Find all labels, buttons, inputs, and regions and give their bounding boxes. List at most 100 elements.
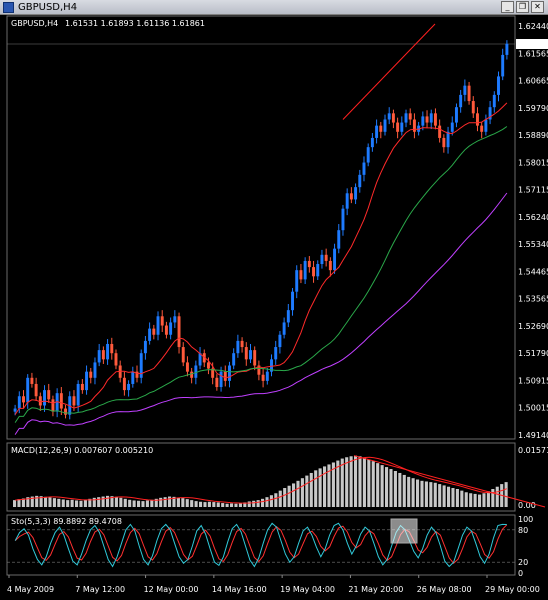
macd-histogram-bar (221, 503, 225, 507)
candle-body (471, 101, 475, 114)
candle-body (299, 270, 303, 280)
macd-panel-frame (6, 442, 516, 512)
candle-body (101, 350, 105, 360)
candle-body (38, 396, 42, 406)
macd-histogram-bar (17, 499, 21, 507)
macd-histogram-bar (274, 493, 278, 507)
macd-histogram-bar (92, 497, 96, 507)
candle-body (354, 187, 358, 200)
close-button[interactable]: ✕ (531, 1, 544, 13)
macd-histogram-bar (367, 459, 371, 507)
macd-histogram-bar (128, 499, 132, 507)
candle-body (379, 125, 383, 132)
price-tick-label: 1.58015 (518, 158, 548, 167)
macd-histogram-bar (110, 496, 114, 507)
macd-histogram-bar (234, 503, 238, 507)
price-tick-label: 1.50915 (518, 376, 548, 385)
ma-fast-line (14, 102, 508, 415)
candle-body (362, 162, 366, 175)
candle-body (484, 119, 488, 132)
macd-histogram-bar (314, 470, 318, 507)
candle-body (383, 119, 387, 132)
macd-histogram-bar (79, 500, 83, 507)
chart-area[interactable]: 1.62440 1.61565 1.60665 1.59790 1.58890 1.580… (0, 15, 548, 600)
candle-body (408, 113, 412, 120)
macd-histogram-bar (486, 491, 490, 507)
macd-histogram-bar (433, 482, 437, 507)
price-chart-svg[interactable]: 1.62440 1.61565 1.60665 1.59790 1.58890 1.580… (0, 15, 548, 600)
macd-histogram-bar (75, 500, 79, 507)
minimize-button[interactable]: _ (501, 1, 514, 13)
candle-body (13, 408, 17, 412)
macd-histogram-bar (30, 496, 34, 507)
candle-body (337, 230, 341, 249)
candle-body (240, 340, 244, 348)
candle-body (211, 368, 215, 378)
macd-histogram-bar (101, 496, 105, 507)
candle-body (425, 116, 429, 123)
macd-histogram-bar (172, 496, 176, 507)
macd-histogram-bar (345, 457, 349, 507)
price-tick-label: 1.60665 (518, 77, 548, 86)
candle-body (194, 365, 198, 378)
macd-histogram-bar (327, 464, 331, 507)
macd-histogram-bar (491, 489, 495, 507)
macd-histogram-bar (119, 497, 123, 507)
candle-body (291, 291, 294, 311)
macd-histogram-bar (358, 456, 362, 507)
macd-histogram-bar (402, 474, 406, 507)
macd-histogram-bar (35, 495, 39, 507)
macd-histogram-bar (398, 472, 402, 507)
candle-body (492, 94, 496, 108)
candle-body (446, 131, 450, 148)
macd-histogram-bar (300, 478, 304, 507)
macd-histogram-bar (70, 499, 74, 507)
ma-slow-line (14, 192, 508, 435)
candle-body (110, 343, 114, 354)
main-panel-frame (6, 15, 516, 440)
candle-body (51, 399, 55, 412)
macd-histogram-bar (389, 469, 393, 507)
candle-body (139, 353, 143, 378)
time-tick-label: 4 May 2009 (7, 585, 54, 594)
candle-body (370, 137, 374, 148)
candle-body (59, 393, 63, 409)
price-trend-line (342, 23, 436, 120)
candle-body (93, 362, 97, 378)
macd-histogram-bar (495, 486, 499, 507)
window-titlebar: GBPUSD,H4 _ ❐ ✕ (0, 0, 548, 15)
macd-histogram-bar (318, 468, 322, 507)
macd-histogram-bar (416, 479, 420, 507)
macd-histogram-bar (261, 498, 265, 507)
macd-histogram-bar (141, 501, 145, 507)
macd-histogram-bar (464, 492, 468, 507)
candle-body (450, 122, 454, 132)
current-price-box (516, 39, 548, 49)
macd-histogram-bar (460, 490, 464, 507)
macd-histogram-bar (331, 462, 335, 507)
candle-body (72, 396, 76, 406)
restore-button[interactable]: ❐ (516, 1, 529, 13)
candle-body (89, 371, 93, 378)
macd-histogram-bar (278, 490, 282, 507)
macd-histogram-bar (238, 503, 242, 507)
candle-body (131, 371, 135, 384)
time-tick-label: 19 May 04:00 (280, 585, 335, 594)
candle-body (80, 383, 84, 391)
macd-signal-line (15, 456, 507, 504)
candle-body (270, 359, 273, 372)
time-tick-label: 7 May 12:00 (75, 585, 125, 594)
price-tick-label: 1.57115 (518, 186, 548, 195)
macd-histogram-bar (385, 467, 389, 507)
candle-body (307, 260, 311, 268)
candle-body (135, 371, 139, 378)
time-tick-label: 12 May 00:00 (144, 585, 199, 594)
macd-histogram-bar (21, 498, 25, 507)
macd-histogram-bar (455, 489, 459, 507)
candle-body (169, 322, 173, 335)
macd-histogram-bar (336, 460, 340, 507)
price-tick-label: 1.58890 (518, 131, 548, 140)
macd-histogram-bar (354, 455, 358, 507)
candle-body (412, 119, 416, 132)
candle-body (429, 113, 433, 123)
